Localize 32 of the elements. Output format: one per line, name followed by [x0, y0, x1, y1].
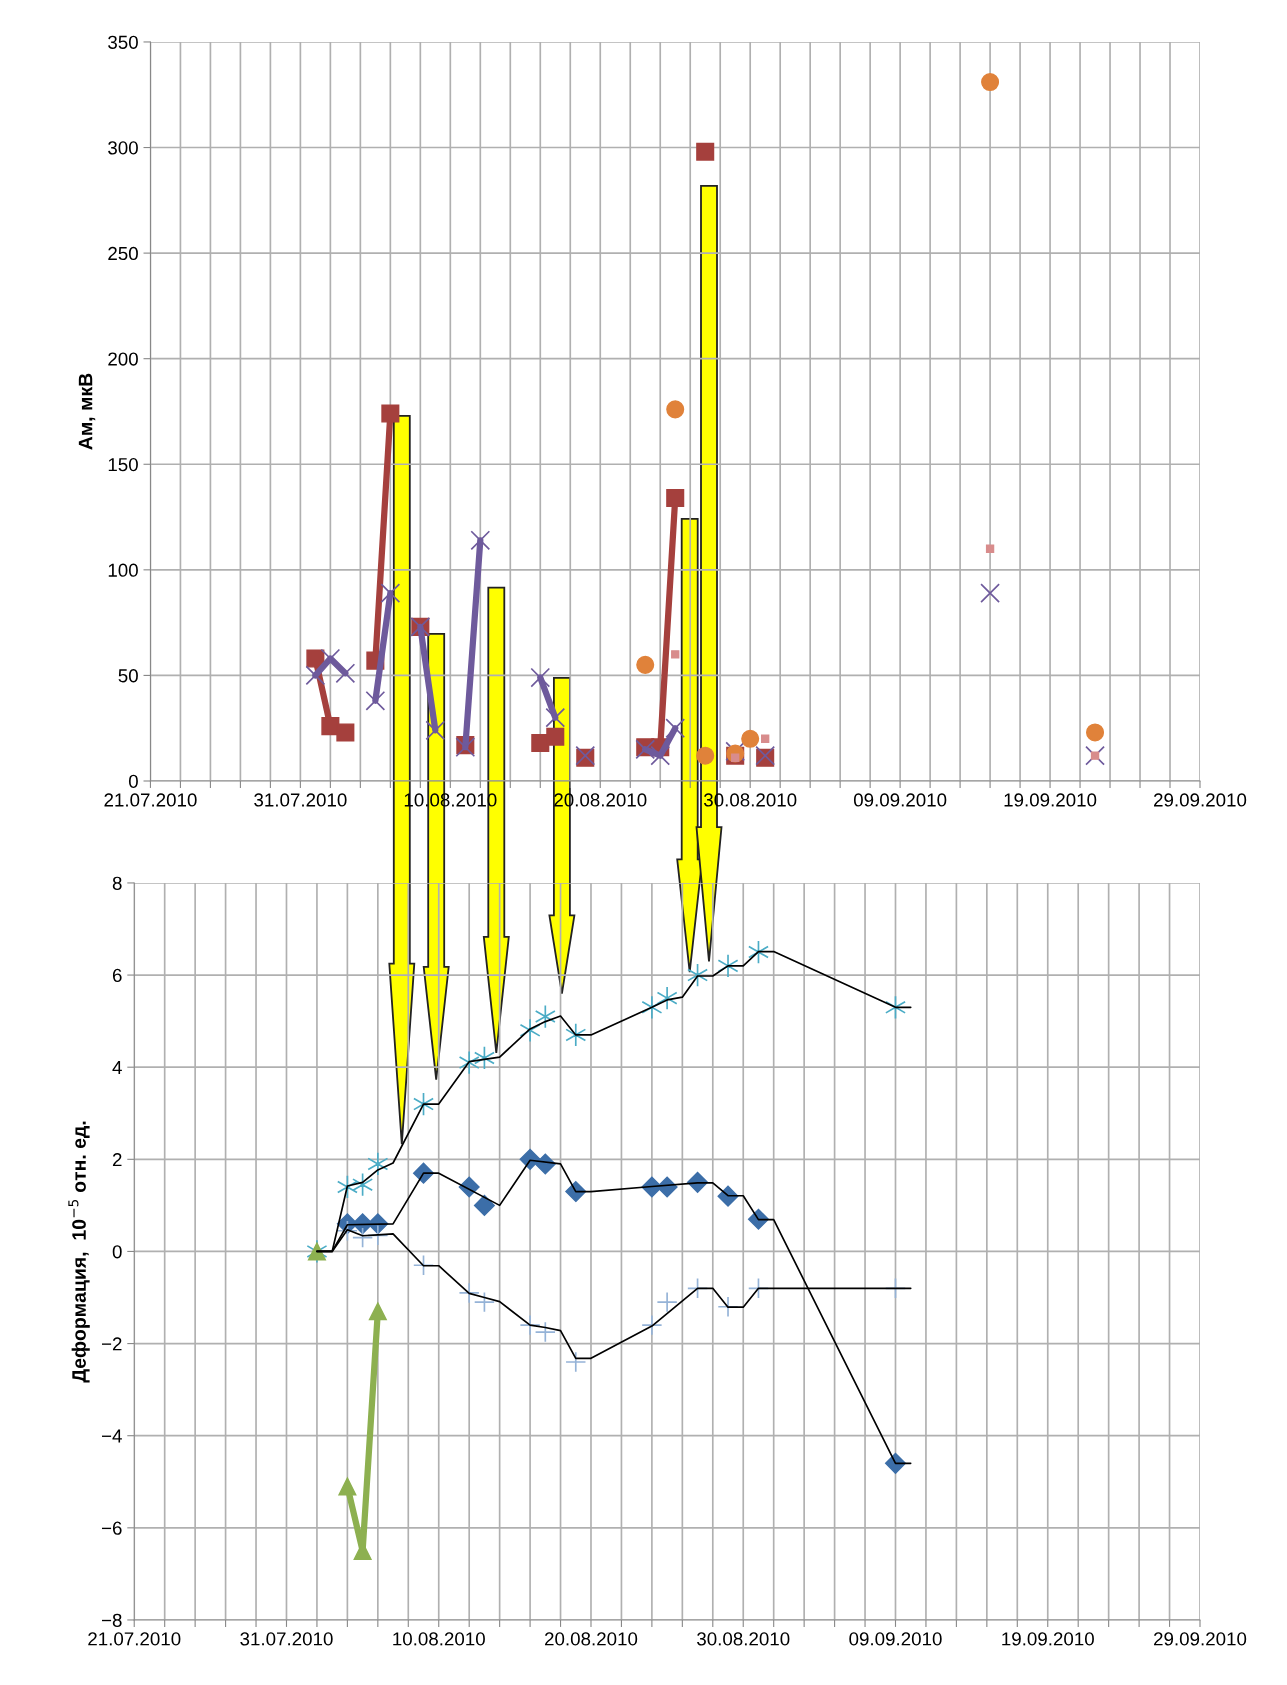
x-tick-label: 10.08.2010: [393, 1632, 485, 1646]
y-tick-label: 4: [112, 1061, 122, 1074]
x-tick-label: 31.07.2010: [254, 793, 347, 807]
x-tick-label: 20.08.2010: [545, 1632, 638, 1646]
y-tick-label: 250: [108, 246, 138, 261]
x-tick-label: 29.09.2010: [1154, 793, 1247, 807]
y-tick-label: 6: [112, 968, 122, 983]
x-tick-label: 21.07.2010: [88, 1632, 181, 1646]
y-tick-label: 200: [108, 352, 138, 366]
y-axis-title: Деформация, 10$^{−5}$ отн. ед.: [68, 1121, 90, 1383]
x-tick-label: 19.09.2010: [1004, 793, 1097, 807]
x-tick-label: 09.09.2010: [849, 1632, 942, 1646]
y-tick-label: 0: [128, 774, 138, 788]
x-tick-label: 29.09.2010: [1154, 1632, 1247, 1646]
y-tick-label: 0: [112, 1245, 122, 1259]
y-tick-label: 100: [108, 563, 138, 577]
y-axis-title: Ам, мкВ: [78, 373, 96, 450]
y-tick-label: 8: [112, 876, 122, 890]
x-tick-label: 09.09.2010: [853, 793, 947, 807]
y-tick-label: 350: [108, 35, 138, 49]
y-tick-label: −2: [101, 1337, 122, 1351]
x-tick-label: 30.08.2010: [697, 1632, 790, 1646]
x-tick-label: 31.07.2010: [240, 1632, 333, 1646]
y-tick-label: −4: [101, 1429, 122, 1443]
y-tick-label: −6: [101, 1521, 122, 1535]
x-tick-label: 21.07.2010: [104, 793, 197, 807]
y-tick-label: 150: [108, 457, 138, 472]
y-tick-label: 300: [108, 141, 138, 155]
y-tick-label: −8: [101, 1613, 122, 1627]
y-tick-label: 50: [118, 669, 138, 683]
y-tick-label: 2: [112, 1153, 122, 1167]
x-tick-label: 19.09.2010: [1002, 1632, 1094, 1646]
